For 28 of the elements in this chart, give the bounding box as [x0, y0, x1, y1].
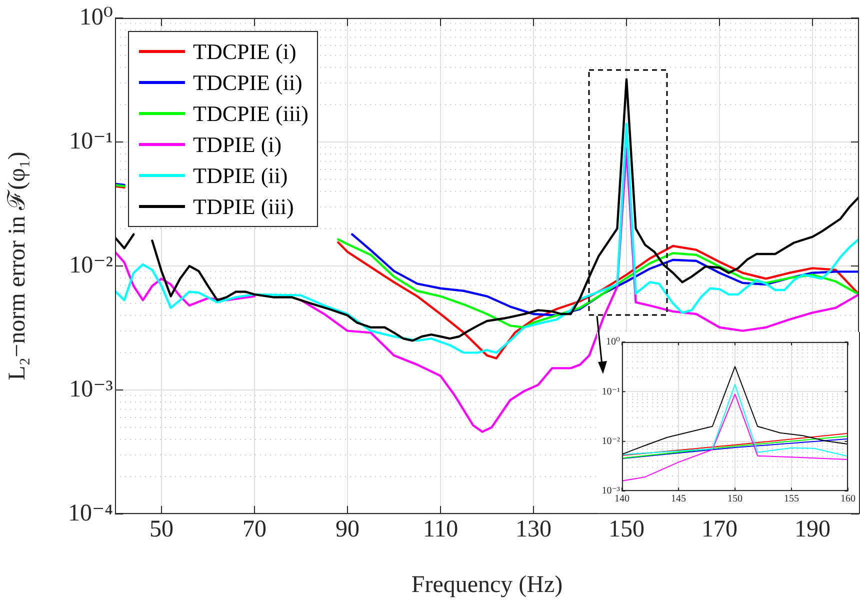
- x-tick-label: 90: [336, 516, 360, 543]
- y-tick-label: 10⁻³: [69, 376, 113, 402]
- y-tick-label: 10⁻²: [602, 436, 620, 447]
- y-tick-label: 10⁻⁴: [68, 500, 113, 526]
- x-tick-label: 150: [608, 516, 644, 543]
- y-tick-label: 10⁰: [79, 4, 113, 30]
- x-tick-label: 160: [840, 494, 856, 505]
- y-tick-label: 10⁻¹: [602, 386, 620, 398]
- x-tick-label: 70: [242, 516, 266, 543]
- y-axis-title: L₂−norm error in ℱ(φ₁): [4, 152, 31, 380]
- legend-label: TDCPIE (i): [193, 38, 296, 66]
- x-tick-label: 130: [516, 516, 552, 543]
- y-tick-label: 10⁻²: [69, 252, 113, 278]
- legend-label: TDPIE (ii): [193, 162, 288, 190]
- y-tick-label: 10⁰: [606, 336, 620, 348]
- legend-label: TDPIE (iii): [193, 193, 294, 221]
- y-tick-label: 10⁻¹: [69, 128, 113, 154]
- legend-label: TDPIE (i): [193, 131, 282, 159]
- x-tick-label: 50: [150, 516, 174, 543]
- legend-label: TDCPIE (ii): [193, 69, 302, 97]
- x-tick-label: 145: [671, 494, 686, 505]
- x-axis-title: Frequency (Hz): [411, 572, 563, 598]
- legend-label: TDCPIE (iii): [193, 100, 308, 128]
- x-tick-label: 110: [422, 516, 458, 543]
- x-tick-label: 150: [728, 494, 742, 505]
- x-tick-label: 170: [702, 516, 738, 543]
- x-tick-label: 155: [784, 494, 799, 505]
- x-tick-label: 190: [794, 516, 830, 543]
